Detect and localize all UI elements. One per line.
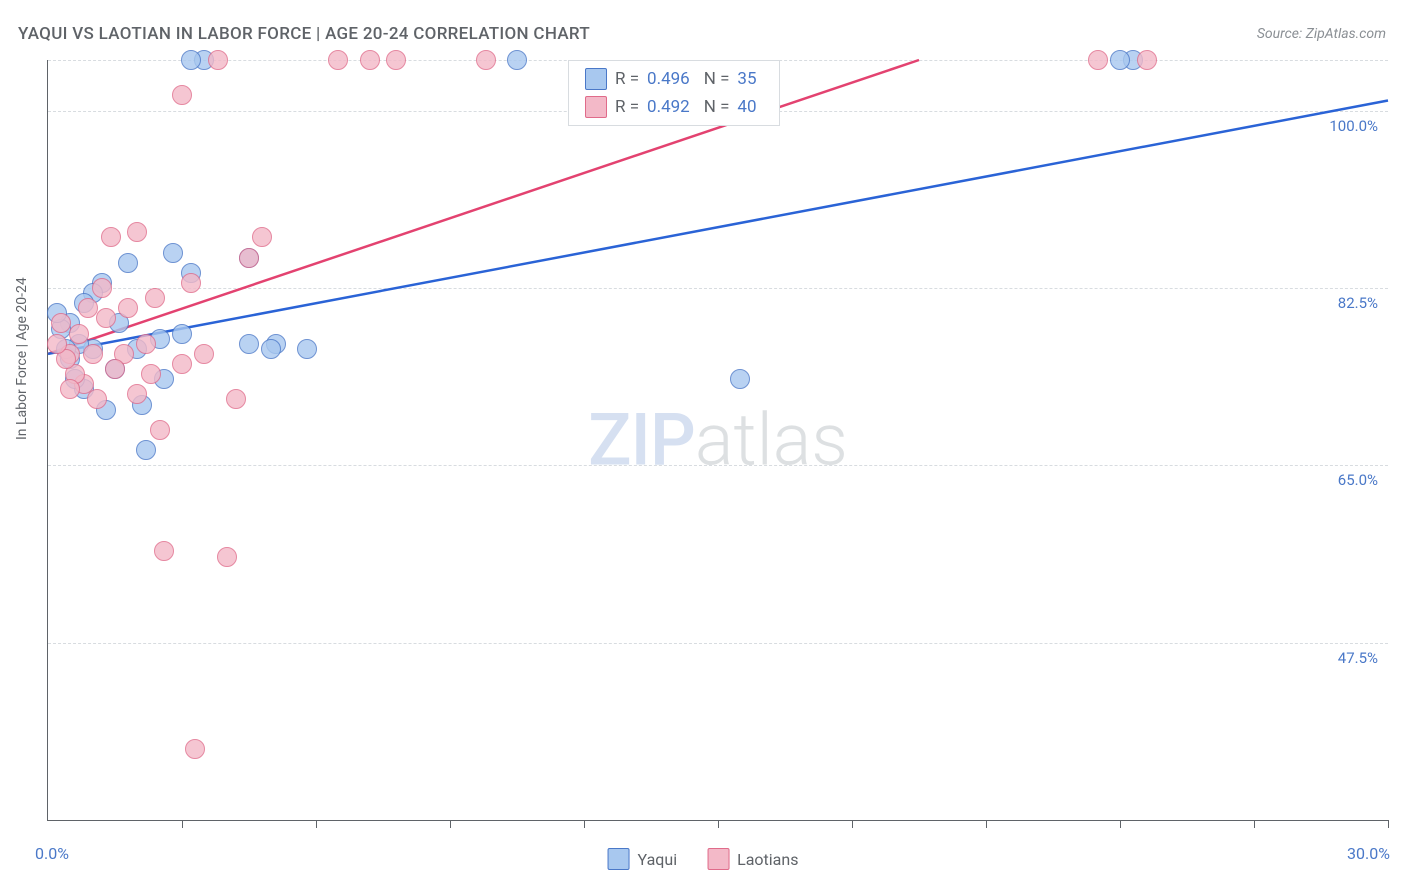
x-tick [450,820,451,828]
data-point [118,298,138,318]
swatch-laotians [585,96,607,118]
data-point [145,288,165,308]
data-point [185,739,205,759]
data-point [172,354,192,374]
data-point [226,389,246,409]
y-tick-label: 47.5% [1338,649,1378,667]
data-point [1110,50,1130,70]
legend-n-label: N = [704,97,730,117]
trend-line [48,101,1388,354]
data-point [127,384,147,404]
data-point [360,50,380,70]
data-point [172,85,192,105]
legend-yaqui-r: 0.496 [647,69,690,89]
x-tick [316,820,317,828]
legend-r-label: R = [615,97,639,117]
plot-area: ZIPatlas R = 0.496 N = 35 R = 0.492 N = … [47,60,1388,821]
data-point [92,278,112,298]
data-point [507,50,527,70]
data-point [136,440,156,460]
legend-yaqui-n: 35 [737,69,756,89]
data-point [386,50,406,70]
x-axis-max-label: 30.0% [1347,844,1390,863]
data-point [163,243,183,263]
x-tick [718,820,719,828]
data-point [47,334,67,354]
data-point [136,334,156,354]
y-tick-label: 82.5% [1338,294,1378,312]
data-point [150,420,170,440]
source-attribution: Source: ZipAtlas.com [1257,26,1386,42]
legend-item-laotians: Laotians [707,848,798,870]
data-point [118,253,138,273]
data-point [328,50,348,70]
legend-row-yaqui: R = 0.496 N = 35 [569,65,779,93]
data-point [239,248,259,268]
data-point [730,369,750,389]
data-point [181,50,201,70]
data-point [154,541,174,561]
legend-laotians-n: 40 [737,97,756,117]
data-point [141,364,161,384]
x-tick [986,820,987,828]
chart-title: YAQUI VS LAOTIAN IN LABOR FORCE | AGE 20… [18,24,590,44]
x-tick [1388,820,1389,828]
legend-label-laotians: Laotians [737,850,798,869]
x-tick [1120,820,1121,828]
legend-laotians-r: 0.492 [647,97,690,117]
y-tick-label: 65.0% [1338,471,1378,489]
y-tick-label: 100.0% [1329,117,1378,135]
data-point [83,344,103,364]
swatch-yaqui [608,848,630,870]
y-axis-title: In Labor Force | Age 20-24 [14,277,30,440]
data-point [51,313,71,333]
data-point [208,50,228,70]
data-point [87,389,107,409]
data-point [172,324,192,344]
data-point [194,344,214,364]
swatch-yaqui [585,68,607,90]
legend-row-laotians: R = 0.492 N = 40 [569,93,779,121]
x-tick [182,820,183,828]
data-point [78,298,98,318]
swatch-laotians [707,848,729,870]
data-point [1137,50,1157,70]
data-point [96,308,116,328]
data-point [239,334,259,354]
data-point [181,273,201,293]
legend-label-yaqui: Yaqui [638,850,678,869]
data-point [217,547,237,567]
x-tick [584,820,585,828]
x-axis-min-label: 0.0% [35,844,69,863]
data-point [101,227,121,247]
data-point [261,339,281,359]
data-point [476,50,496,70]
data-point [1088,50,1108,70]
data-point [105,359,125,379]
series-legend: Yaqui Laotians [608,848,799,870]
correlation-legend: R = 0.496 N = 35 R = 0.492 N = 40 [568,60,780,126]
data-point [297,339,317,359]
data-point [252,227,272,247]
data-point [69,324,89,344]
legend-item-yaqui: Yaqui [608,848,678,870]
legend-n-label: N = [704,69,730,89]
data-point [60,379,80,399]
legend-r-label: R = [615,69,639,89]
trendlines-svg [48,60,1388,820]
x-tick [852,820,853,828]
x-tick [1254,820,1255,828]
data-point [127,222,147,242]
chart-container: YAQUI VS LAOTIAN IN LABOR FORCE | AGE 20… [0,0,1406,892]
